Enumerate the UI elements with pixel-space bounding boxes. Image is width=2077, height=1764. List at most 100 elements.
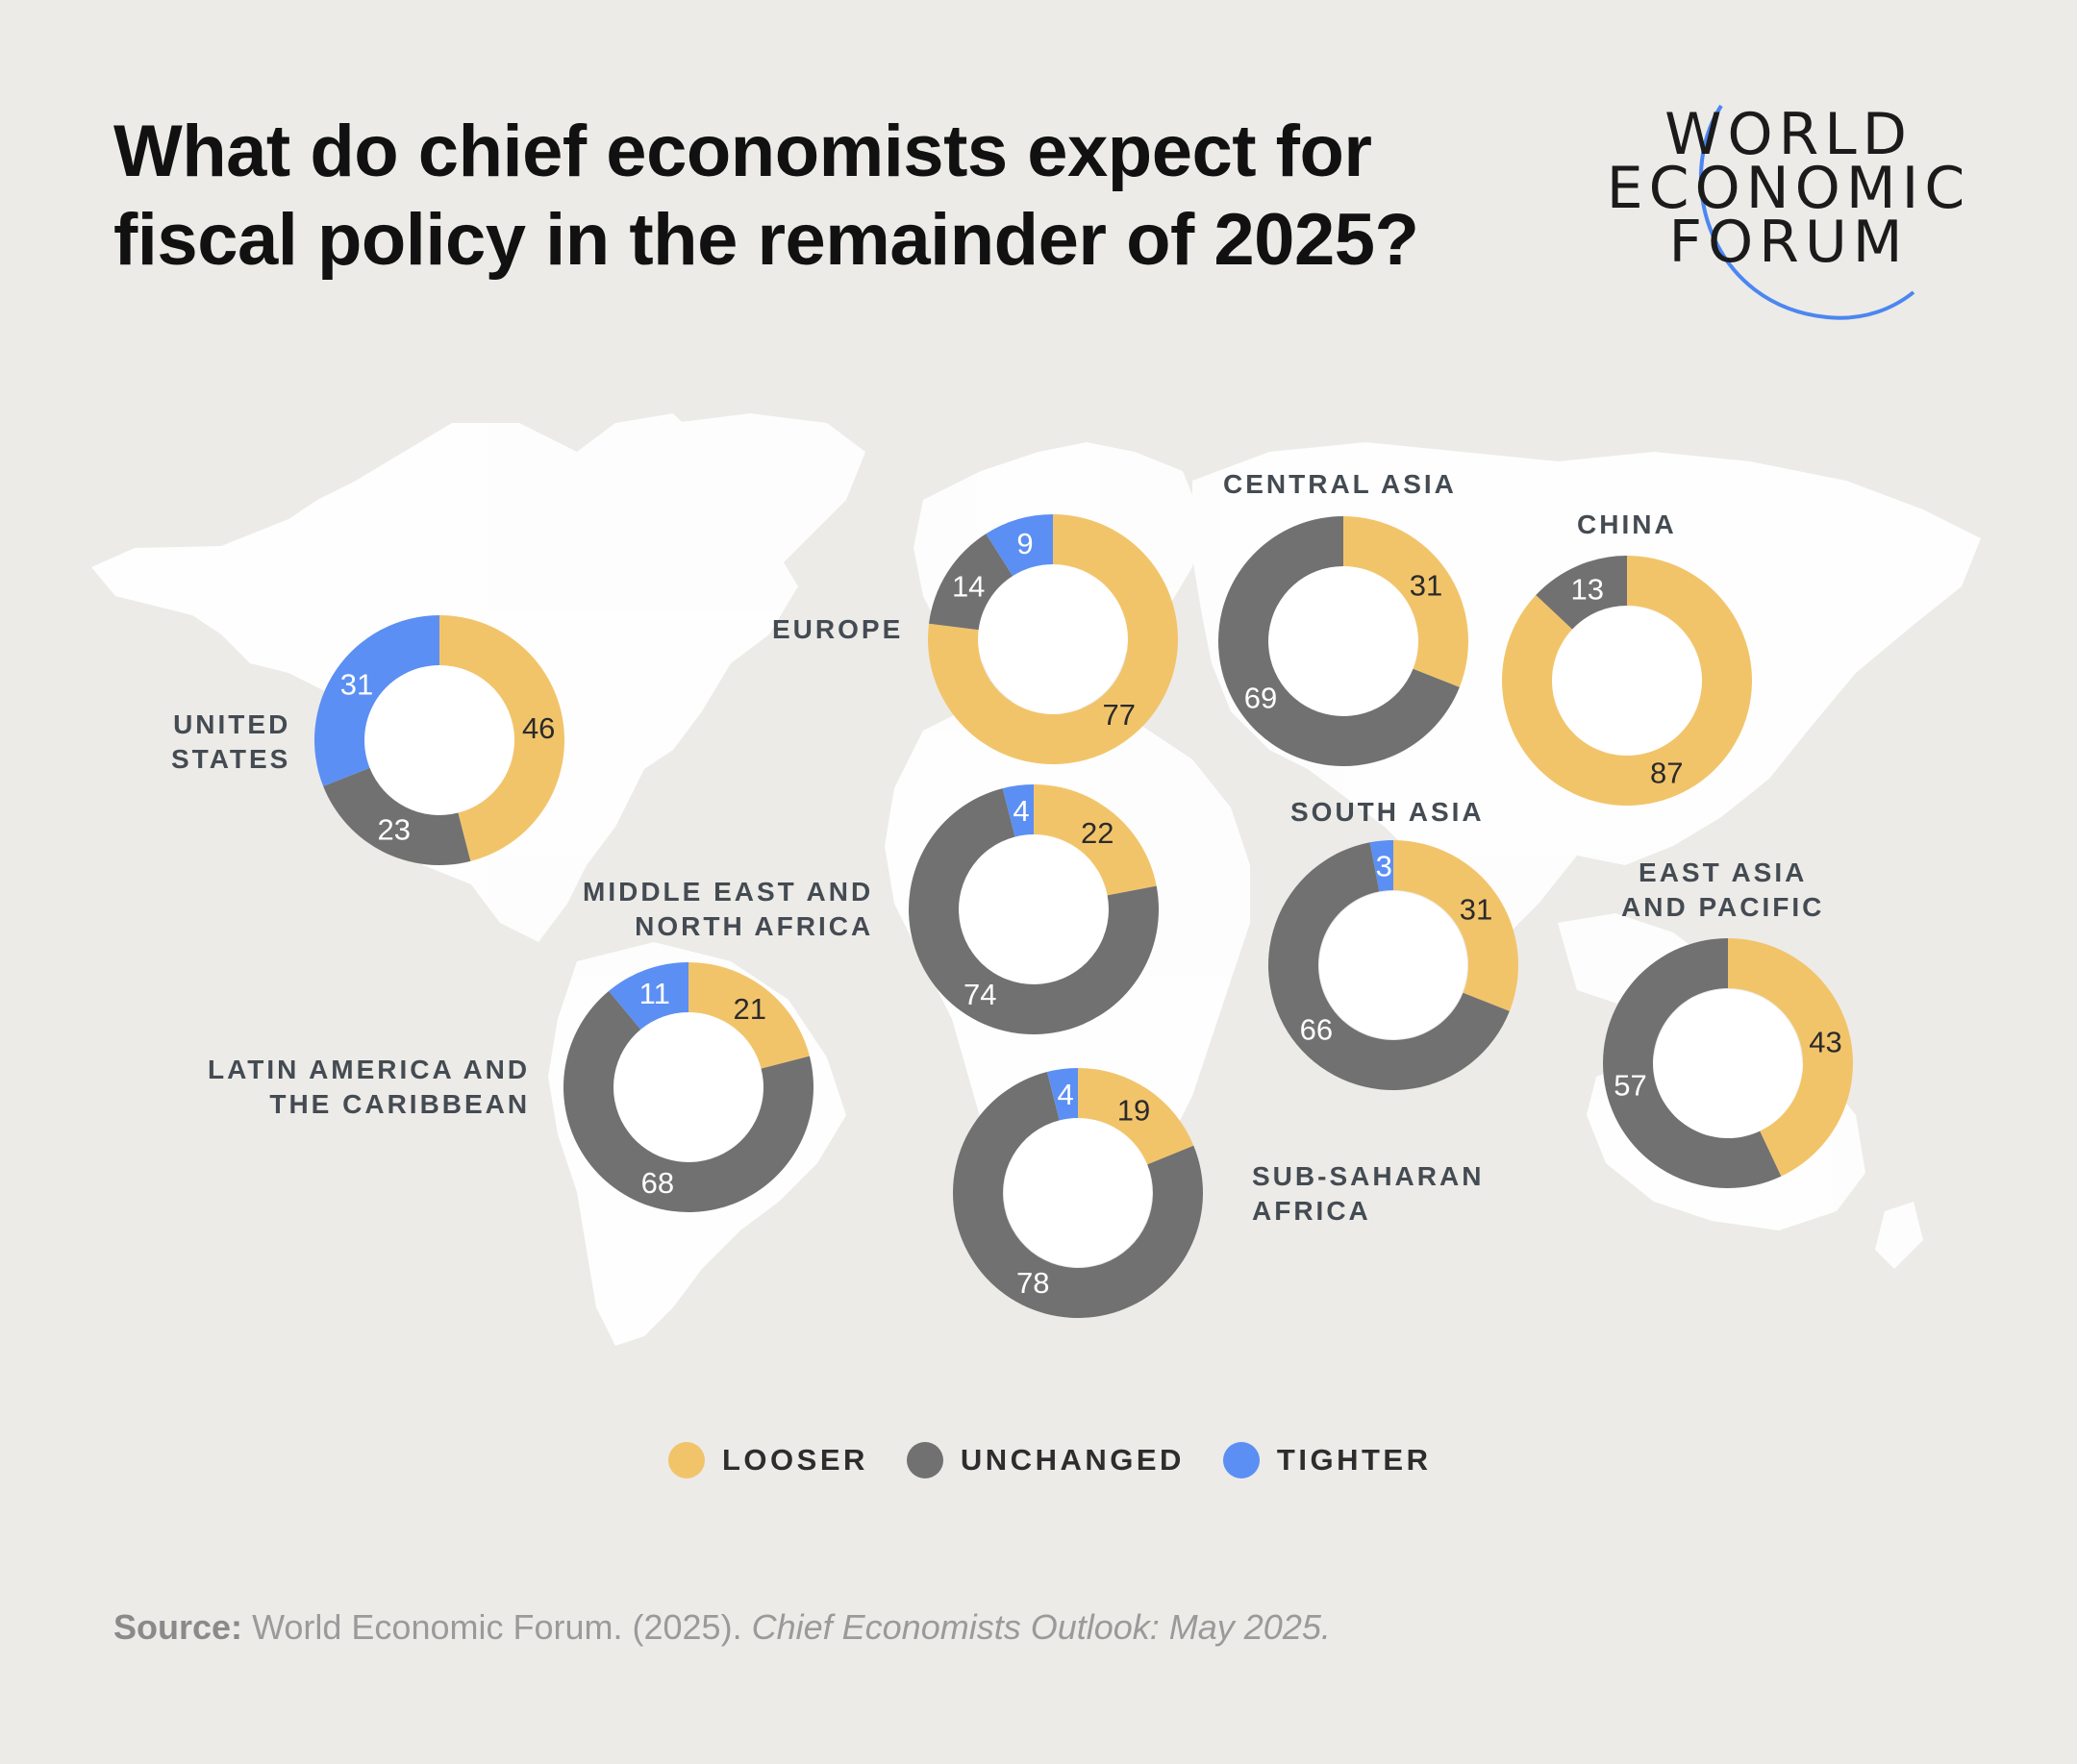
segment-looser (1502, 556, 1752, 806)
donut-hole (1319, 891, 1467, 1039)
value-label-tighter: 4 (1013, 794, 1029, 828)
value-label-tighter: 9 (1016, 527, 1033, 560)
source-text: World Economic Forum. (2025). (252, 1607, 742, 1647)
value-label-looser: 31 (1410, 569, 1442, 603)
donut-hole (979, 565, 1127, 713)
label-middle-east-north-africa: MIDDLE EAST AND NORTH AFRICA (583, 875, 873, 944)
segment-unchanged (323, 767, 471, 865)
logo-arc (1699, 104, 1915, 320)
segment-unchanged (563, 990, 813, 1212)
legend-swatch-unchanged (906, 1442, 943, 1478)
logo: WORLD ECONOMIC FORUM (1596, 101, 1981, 276)
donut-europe: 77 14 9 (928, 514, 1178, 765)
donut-china: 87 13 (1502, 556, 1752, 806)
segment-tighter (609, 962, 688, 1030)
label-line: CENTRAL ASIA (1223, 469, 1457, 499)
label-latin-america-caribbean: LATIN AMERICA AND THE CARIBBEAN (208, 1053, 530, 1122)
value-label-unchanged: 78 (1016, 1266, 1049, 1300)
segment-unchanged (929, 534, 1013, 631)
segment-tighter (1002, 784, 1034, 837)
donut-hole (960, 835, 1108, 983)
title-line-1: What do chief economists expect for (113, 111, 1372, 192)
logo-line-3: FORUM (1668, 209, 1909, 276)
legend-item-tighter: TIGHTER (1222, 1442, 1432, 1478)
segment-looser (928, 514, 1178, 765)
donut-sub-saharan-africa: 19 78 4 (952, 1068, 1203, 1318)
value-label-unchanged: 66 (1300, 1012, 1333, 1046)
value-label-looser: 19 (1117, 1094, 1150, 1128)
value-label-unchanged: 69 (1244, 681, 1277, 714)
value-label-unchanged: 74 (963, 978, 996, 1011)
label-line: MIDDLE EAST AND (583, 877, 874, 907)
label-line: NORTH AFRICA (635, 911, 874, 941)
value-label-looser: 22 (1081, 816, 1114, 850)
legend-swatch-tighter (1222, 1442, 1260, 1478)
donut-united-states: 46 23 31 (314, 615, 564, 865)
label-line: SUB-SAHARAN (1252, 1161, 1485, 1191)
legend-label: LOOSER (722, 1443, 868, 1477)
value-label-looser: 21 (734, 992, 766, 1026)
value-label-unchanged: 57 (1614, 1069, 1646, 1103)
segment-tighter (314, 615, 439, 786)
donut-latin-america-caribbean: 21 68 11 (563, 962, 813, 1212)
label-line: EAST ASIA (1639, 857, 1808, 887)
segment-looser (1393, 840, 1518, 1011)
donut-hole (1553, 607, 1701, 755)
donut-hole (1269, 567, 1417, 715)
segment-unchanged (908, 788, 1159, 1034)
label-east-asia-pacific: EAST ASIA AND PACIFIC (1621, 856, 1824, 925)
value-label-looser: 77 (1103, 698, 1136, 732)
value-label-tighter: 11 (639, 977, 670, 1010)
donut-south-asia: 31 66 3 (1268, 840, 1518, 1090)
label-line: CHINA (1577, 509, 1677, 539)
value-label-tighter: 4 (1057, 1078, 1073, 1111)
segment-looser (1034, 784, 1157, 896)
legend-label: TIGHTER (1276, 1443, 1432, 1477)
segment-looser (439, 615, 564, 861)
segment-tighter (1046, 1068, 1078, 1121)
chart-title: What do chief economists expect for fisc… (113, 108, 1556, 285)
segment-unchanged (952, 1072, 1203, 1318)
segment-looser (1728, 938, 1854, 1177)
label-united-states: UNITED STATES (171, 708, 290, 777)
donut-hole (1004, 1119, 1152, 1267)
value-label-unchanged: 23 (378, 813, 411, 847)
segment-tighter (986, 514, 1053, 577)
value-label-looser: 87 (1650, 756, 1683, 789)
value-label-looser: 46 (522, 711, 555, 745)
value-label-tighter: 3 (1376, 849, 1392, 882)
value-label-looser: 43 (1809, 1025, 1841, 1058)
source-note: Source: World Economic Forum. (2025). Ch… (113, 1607, 1331, 1648)
label-line: AFRICA (1252, 1196, 1371, 1226)
logo-line-2: ECONOMIC (1606, 155, 1971, 222)
segment-unchanged (1268, 842, 1510, 1090)
logo-line-1: WORLD (1664, 101, 1913, 168)
value-label-unchanged: 13 (1570, 573, 1603, 607)
legend-swatch-looser (668, 1442, 705, 1478)
segment-looser (1343, 516, 1469, 687)
value-label-looser: 31 (1460, 893, 1492, 927)
donut-hole (614, 1013, 763, 1161)
segment-looser (688, 962, 810, 1069)
title-line-2: fiscal policy in the remainder of 2025? (113, 199, 1419, 281)
value-label-unchanged: 68 (641, 1166, 674, 1200)
label-line: THE CARIBBEAN (269, 1089, 531, 1119)
label-line: LATIN AMERICA AND (208, 1055, 531, 1084)
label-line: AND PACIFIC (1621, 892, 1825, 922)
segment-unchanged (1603, 938, 1782, 1188)
donut-east-asia-pacific: 43 57 (1603, 938, 1854, 1188)
segment-tighter (1369, 840, 1393, 892)
label-china: CHINA (1577, 508, 1677, 542)
label-line: UNITED (173, 709, 291, 739)
legend: LOOSER UNCHANGED TIGHTER (668, 1442, 1469, 1478)
label-sub-saharan-africa: SUB-SAHARAN AFRICA (1252, 1159, 1484, 1229)
donut-hole (365, 666, 513, 814)
legend-item-looser: LOOSER (668, 1442, 868, 1478)
segment-unchanged (1218, 516, 1460, 767)
label-central-asia: CENTRAL ASIA (1223, 467, 1457, 502)
segment-looser (1078, 1068, 1194, 1165)
source-title: Chief Economists Outlook: May 2025. (751, 1607, 1331, 1647)
source-label: Source: (113, 1607, 243, 1647)
